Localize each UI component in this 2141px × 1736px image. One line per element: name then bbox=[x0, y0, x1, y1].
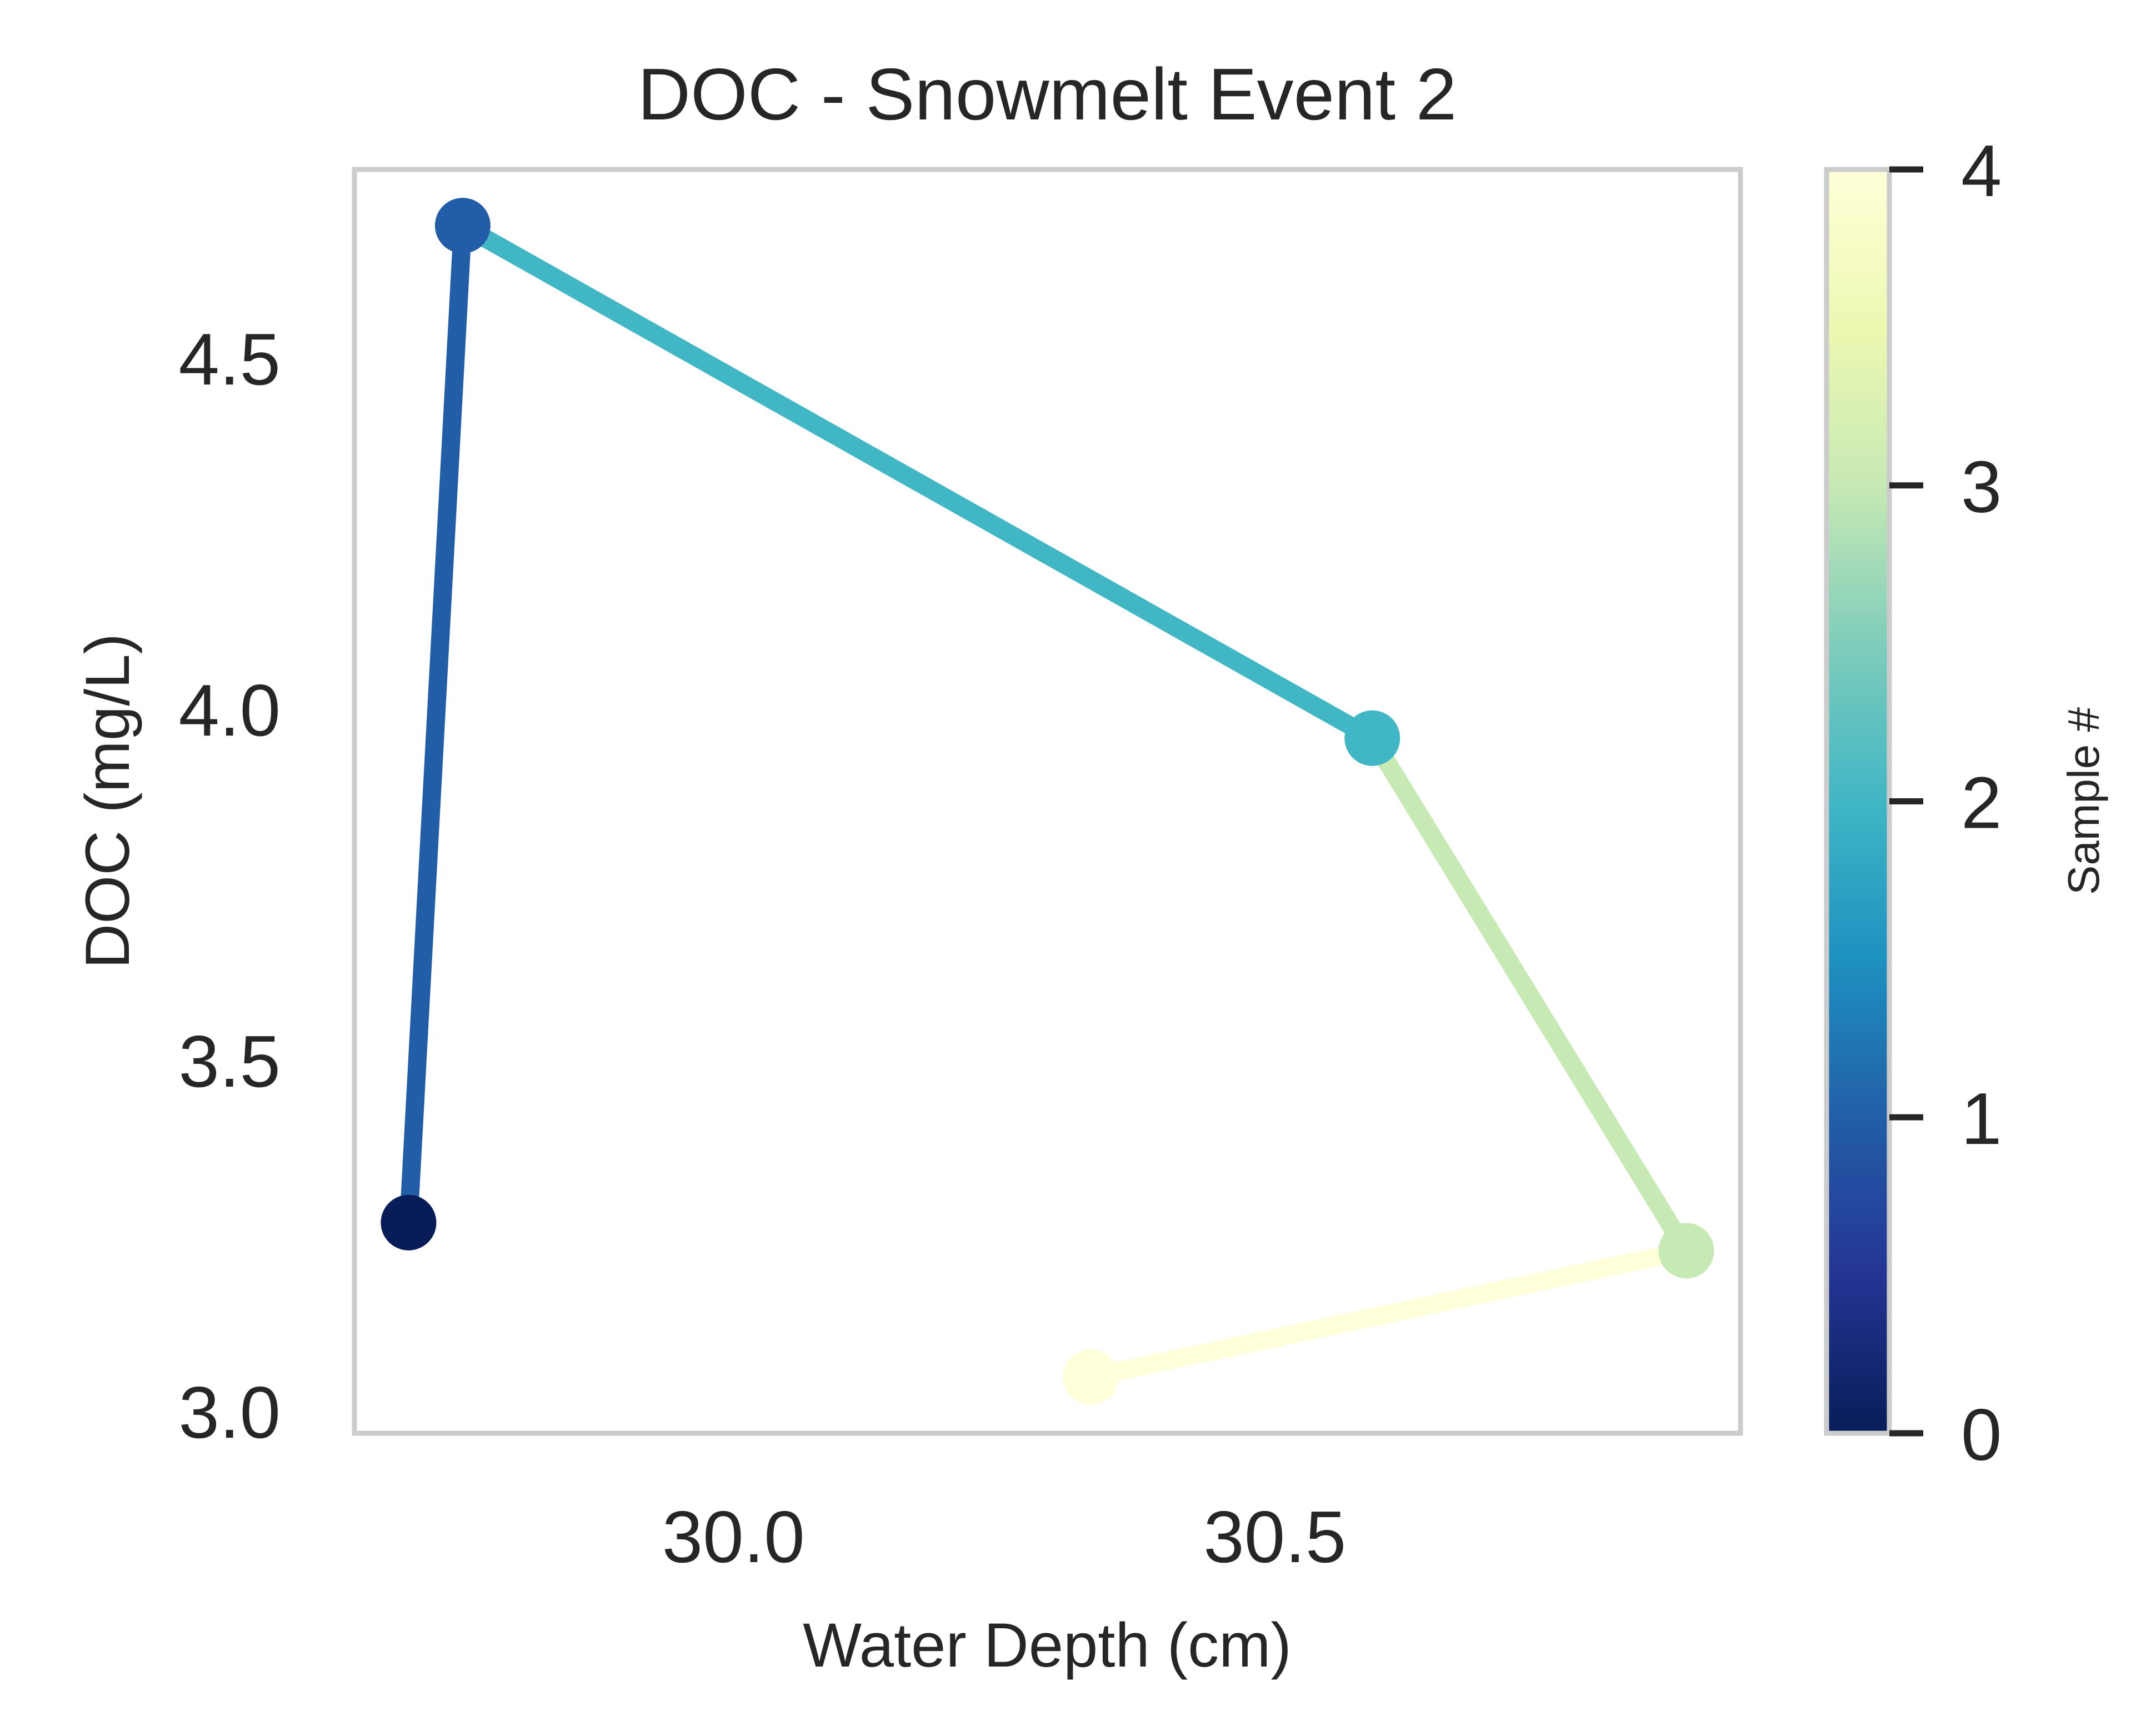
colorbar-tick-label: 3 bbox=[1961, 446, 2002, 528]
series-segment bbox=[1089, 1242, 1688, 1387]
colorbar-tick-label: 4 bbox=[1961, 130, 2002, 212]
y-tick-label: 3.0 bbox=[179, 1372, 281, 1453]
data-point bbox=[1344, 710, 1400, 766]
colorbar-label: Sample # bbox=[2059, 707, 2108, 895]
colorbar-tick-label: 1 bbox=[1961, 1078, 2002, 1159]
series-segment bbox=[1364, 733, 1694, 1256]
y-axis-ticks: 3.0 3.5 4.0 4.5 bbox=[179, 318, 281, 1453]
plot-frame bbox=[352, 167, 1743, 1436]
series-segment bbox=[399, 225, 472, 1223]
x-tick-label: 30.5 bbox=[1203, 1496, 1346, 1578]
x-axis-label: Water Depth (cm) bbox=[803, 1610, 1292, 1680]
y-axis-label: DOC (mg/L) bbox=[73, 633, 142, 969]
colorbar-gradient bbox=[1824, 167, 1892, 1436]
colorbar-tick-label: 0 bbox=[1961, 1394, 2002, 1475]
chart-title: DOC - Snowmelt Event 2 bbox=[638, 53, 1457, 135]
x-axis-ticks: 30.0 30.5 bbox=[662, 1496, 1347, 1578]
data-point bbox=[1658, 1223, 1714, 1279]
plot-area bbox=[352, 167, 1743, 1436]
data-point bbox=[434, 198, 491, 254]
series-markers bbox=[381, 198, 1714, 1405]
colorbar: 0 1 2 3 4 Sample # bbox=[1824, 130, 2108, 1475]
data-point bbox=[1063, 1349, 1119, 1405]
colorbar-tick-label: 2 bbox=[1961, 762, 2002, 844]
x-tick-label: 30.0 bbox=[662, 1496, 805, 1578]
y-tick-label: 4.5 bbox=[179, 318, 281, 400]
data-point bbox=[381, 1194, 437, 1250]
colorbar-ticks: 0 1 2 3 4 bbox=[1889, 130, 2002, 1475]
series-lines bbox=[399, 217, 1694, 1387]
y-tick-label: 3.5 bbox=[179, 1020, 281, 1102]
y-tick-label: 4.0 bbox=[179, 669, 281, 751]
series-segment bbox=[458, 217, 1377, 747]
